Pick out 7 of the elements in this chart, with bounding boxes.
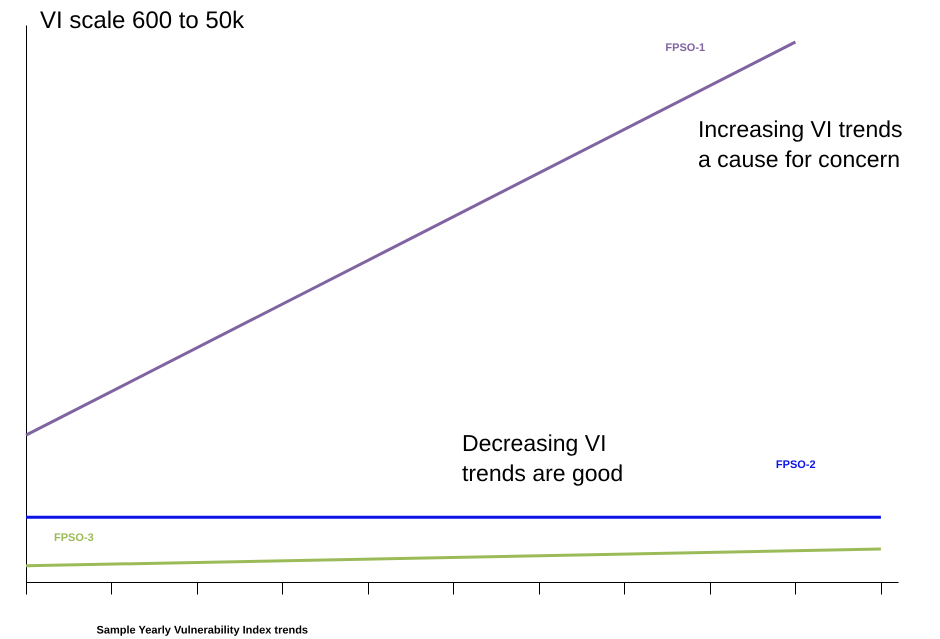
annotation: Increasing VI trends a cause for concern xyxy=(698,116,903,172)
x-axis-title: Sample Yearly Vulnerability Index trends xyxy=(96,624,308,636)
series-label: FPSO-3 xyxy=(54,532,94,544)
text: FPSO-2 xyxy=(776,459,816,472)
text: FPSO-1 xyxy=(665,42,706,54)
chart-title: VI scale 600 to 50k xyxy=(40,7,246,34)
annotation: Decreasing VI trends are good xyxy=(462,430,624,486)
